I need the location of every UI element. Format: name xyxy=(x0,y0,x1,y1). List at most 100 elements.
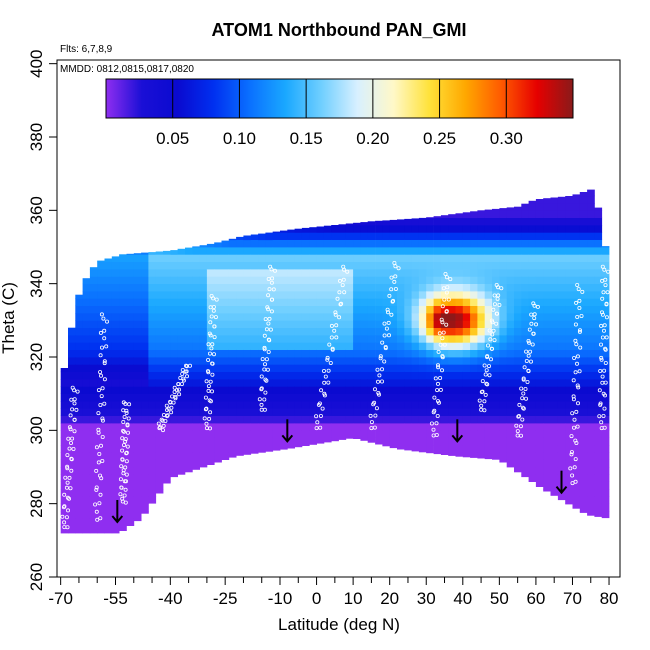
heatmap-cell xyxy=(119,489,127,497)
x-axis: -70 -55 -40 -25 -10 0 10 20 30 40 50 60 70 80 xyxy=(48,577,618,608)
track-point xyxy=(575,383,580,388)
track-point xyxy=(123,465,128,470)
heatmap-cell xyxy=(331,379,339,387)
heatmap-cell xyxy=(111,386,120,394)
heatmap-cell xyxy=(323,247,332,255)
heatmap-cell xyxy=(228,423,237,431)
arrow-marker xyxy=(555,470,568,495)
heatmap-cell xyxy=(572,393,581,402)
heatmap-cell xyxy=(155,364,164,372)
heatmap-cell xyxy=(353,320,361,328)
heatmap-cell xyxy=(199,291,208,299)
heatmap-cell xyxy=(301,298,310,306)
heatmap-cell xyxy=(243,283,252,292)
heatmap-cell xyxy=(272,401,281,409)
track-point xyxy=(100,386,105,391)
track-point xyxy=(74,407,79,412)
heatmap-cell xyxy=(353,313,361,321)
track-point xyxy=(599,323,604,328)
heatmap-cell xyxy=(236,401,244,409)
colorbar: 0.05 0.10 0.15 0.20 0.25 0.30 xyxy=(105,78,574,148)
heatmap-cell xyxy=(514,408,522,416)
heatmap-cell xyxy=(418,247,427,255)
heatmap-cell xyxy=(345,298,354,306)
heatmap-cell xyxy=(492,247,500,255)
heatmap-cell xyxy=(492,225,500,233)
heatmap-cell xyxy=(587,357,595,365)
heatmap-cell xyxy=(411,254,420,262)
heatmap-cell xyxy=(258,445,266,453)
heatmap-cell xyxy=(404,401,412,409)
track-point xyxy=(315,420,320,425)
track-point xyxy=(65,495,70,500)
heatmap-cell xyxy=(455,225,464,233)
heatmap-cell xyxy=(236,371,244,380)
track-point xyxy=(444,290,449,295)
heatmap-cell xyxy=(206,243,215,248)
heatmap-cell xyxy=(426,335,434,343)
heatmap-cell xyxy=(301,239,310,248)
track-point xyxy=(571,394,576,399)
heatmap-cell xyxy=(258,233,266,241)
heatmap-cell xyxy=(104,496,113,504)
heatmap-cell xyxy=(133,327,142,336)
heatmap-cell xyxy=(353,437,361,439)
track-point xyxy=(208,410,213,415)
heatmap-cell xyxy=(316,342,325,350)
heatmap-cell xyxy=(155,393,164,402)
heatmap-cell xyxy=(499,320,508,328)
heatmap-cell xyxy=(170,276,178,284)
heatmap-cell xyxy=(104,298,113,306)
heatmap-cell xyxy=(411,386,420,394)
heatmap-cell xyxy=(280,386,288,394)
heatmap-cell xyxy=(499,430,508,438)
heatmap-cell xyxy=(338,224,347,226)
heatmap-cell xyxy=(484,408,493,416)
heatmap-cell xyxy=(455,415,464,424)
heatmap-cell xyxy=(514,335,522,343)
track-point xyxy=(338,302,343,307)
track-point xyxy=(525,379,530,384)
heatmap-cell xyxy=(82,452,91,460)
track-point xyxy=(337,290,342,295)
heatmap-cell xyxy=(594,207,603,211)
heatmap-cell xyxy=(506,408,515,416)
heatmap-cell xyxy=(141,430,149,438)
heatmap-cell xyxy=(155,298,164,306)
heatmap-cell xyxy=(448,349,456,358)
track-point xyxy=(75,389,80,394)
heatmap-cell xyxy=(301,305,310,314)
heatmap-cell xyxy=(484,291,493,299)
heatmap-cell xyxy=(331,254,339,262)
heatmap-cell xyxy=(397,401,405,409)
heatmap-cell xyxy=(155,371,164,380)
heatmap-cell xyxy=(565,342,573,350)
heatmap-cell xyxy=(594,437,603,446)
heatmap-cell xyxy=(550,408,559,416)
heatmap-cell xyxy=(163,269,171,277)
track-point xyxy=(378,354,383,359)
heatmap-cell xyxy=(565,474,573,482)
heatmap-cell xyxy=(404,298,412,306)
heatmap-cell xyxy=(404,335,412,343)
heatmap-cell xyxy=(557,386,566,394)
heatmap-cell xyxy=(543,291,551,299)
track-point xyxy=(488,357,493,362)
track-point xyxy=(96,411,101,416)
heatmap-cell xyxy=(587,474,595,482)
heatmap-cell xyxy=(506,342,515,350)
x-tick-label: 60 xyxy=(526,589,545,608)
heatmap-cell xyxy=(199,305,208,314)
track-point xyxy=(575,314,580,319)
heatmap-cell xyxy=(331,437,339,442)
heatmap-cell xyxy=(375,364,383,372)
track-point xyxy=(164,403,169,408)
heatmap-cell xyxy=(579,393,588,402)
heatmap-cell xyxy=(587,386,595,394)
heatmap-cell xyxy=(565,467,573,475)
track-point xyxy=(70,407,75,412)
track-point xyxy=(209,389,214,394)
heatmap-cell xyxy=(418,254,427,262)
heatmap-cell xyxy=(587,445,595,453)
heatmap-cell xyxy=(75,503,83,512)
